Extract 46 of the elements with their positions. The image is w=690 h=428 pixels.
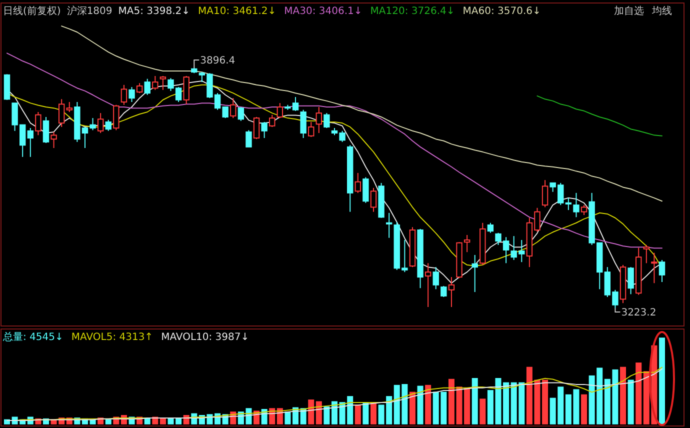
bar — [542, 380, 548, 424]
candlestick — [565, 197, 572, 211]
text: MA120: 3726.4↓ — [370, 6, 455, 17]
bar — [425, 384, 432, 424]
bar — [636, 362, 642, 424]
chart-subtitle: 沪深1809 — [66, 5, 112, 17]
bar — [581, 394, 588, 424]
bar — [620, 366, 626, 424]
bar — [105, 419, 112, 424]
bar — [362, 402, 369, 424]
text: MA60: 3570.6↓ — [462, 6, 541, 17]
text: MA10: 3461.2↓ — [198, 6, 276, 17]
bar — [472, 378, 478, 424]
candlestick — [316, 106, 322, 134]
candlestick — [472, 254, 478, 293]
text: 均线 — [651, 5, 672, 17]
text: MA30: 3406.1↓ — [284, 6, 362, 17]
bar — [354, 404, 361, 424]
bar — [417, 386, 424, 424]
bar — [332, 401, 338, 424]
candlestick — [464, 234, 470, 253]
candlestick — [424, 262, 432, 308]
text: MAVOL10: 3987↓ — [161, 332, 250, 343]
candlestick — [27, 128, 34, 158]
annotation: 3223.2 — [621, 308, 656, 318]
candlestick — [651, 252, 658, 284]
text: MA5: 3398.2↓ — [118, 6, 190, 17]
bar — [308, 400, 314, 424]
text: 加自选 — [614, 5, 644, 17]
bar — [409, 392, 416, 424]
bar — [659, 338, 665, 424]
annotation: 3223.2 — [614, 308, 656, 318]
bar — [324, 406, 330, 424]
text: MAVOL5: 4313↑ — [71, 332, 154, 343]
candlestick — [448, 276, 455, 308]
bar — [370, 402, 376, 424]
text: 总量: 4545↓ — [2, 331, 64, 343]
bar — [316, 401, 322, 424]
bar — [628, 380, 634, 424]
bar — [448, 378, 454, 424]
chart-title: 日线(前复权) — [3, 5, 61, 17]
annotation: 3896.4 — [194, 56, 236, 68]
candlestick — [386, 212, 392, 238]
bar — [480, 398, 486, 424]
bar — [284, 412, 291, 424]
bar — [144, 418, 150, 424]
